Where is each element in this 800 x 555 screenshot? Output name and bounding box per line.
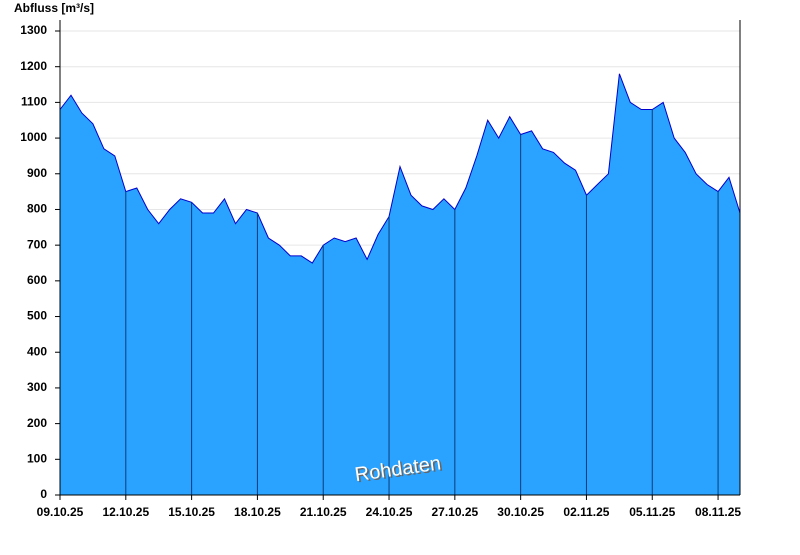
x-tick-label: 02.11.25 [563, 505, 609, 519]
y-tick-label: 300 [27, 380, 47, 394]
x-tick-label: 30.10.25 [497, 505, 544, 519]
y-tick-label: 0 [40, 487, 47, 501]
x-tick-label: 15.10.25 [168, 505, 215, 519]
y-tick-label: 1000 [20, 130, 47, 144]
y-tick-label: 1100 [21, 95, 47, 109]
x-tick-label: 05.11.25 [629, 505, 675, 519]
y-tick-label: 900 [27, 166, 47, 180]
x-tick-label: 21.10.25 [300, 505, 347, 519]
y-tick-label: 1300 [20, 23, 47, 37]
y-tick-label: 800 [27, 202, 47, 216]
x-tick-label: 12.10.25 [102, 505, 149, 519]
chart-title: Abfluss [m³/s] [14, 1, 94, 15]
x-tick-label: 18.10.25 [234, 505, 281, 519]
area [60, 73, 740, 496]
y-tick-label: 600 [27, 273, 47, 287]
x-tick-label: 27.10.25 [431, 505, 478, 519]
y-tick-label: 400 [27, 344, 47, 358]
y-tick-label: 100 [27, 451, 47, 465]
y-tick-label: 200 [27, 416, 47, 430]
x-tick-label: 09.10.25 [37, 505, 84, 519]
line [59, 73, 741, 264]
y-tick-label: 1200 [20, 59, 47, 73]
x-tick-label: 24.10.25 [366, 505, 413, 519]
y-tick-label: 500 [27, 309, 47, 323]
x-tick-label: 08.11.25 [695, 505, 741, 519]
y-tick-label: 700 [27, 237, 47, 251]
